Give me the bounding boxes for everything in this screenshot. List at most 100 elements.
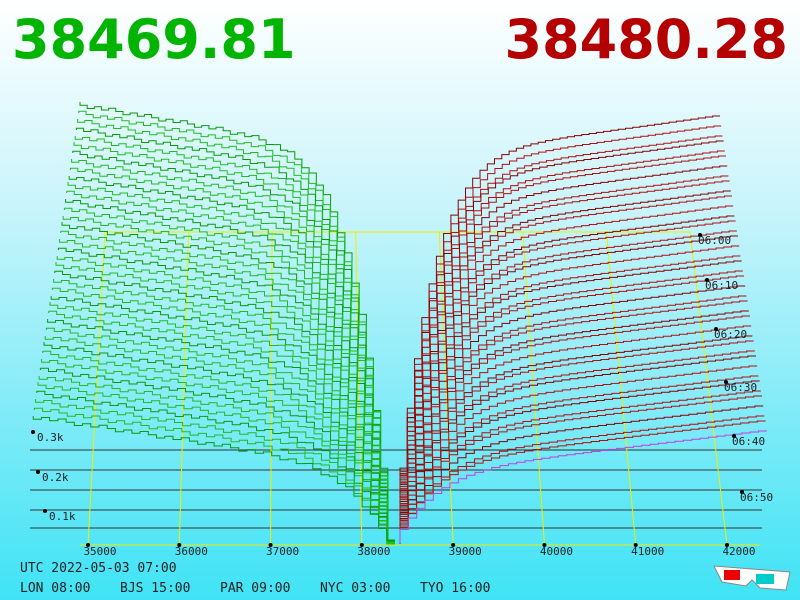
- price-tick: [268, 543, 273, 547]
- ask-stair: [399, 325, 752, 542]
- ask-stair: [399, 395, 762, 540]
- bid-stair: [38, 376, 395, 541]
- bid-stair: [60, 230, 395, 542]
- bid-price: 38469.81: [12, 8, 296, 71]
- bid-stair: [78, 110, 395, 542]
- ask-stair: [399, 315, 750, 540]
- bid-stair: [63, 207, 395, 543]
- price-label: 35000: [83, 545, 116, 558]
- depth-tick: [43, 509, 47, 513]
- price-tick: [633, 543, 638, 547]
- time-tick: [714, 327, 718, 331]
- price-tick: [177, 543, 182, 547]
- ask-stair: [399, 180, 730, 541]
- time-label: 06:50: [740, 491, 773, 504]
- bid-stair: [43, 342, 395, 544]
- ask-stair: [399, 285, 746, 542]
- ask-stair: [399, 115, 720, 540]
- grid-line: [438, 231, 454, 546]
- price-tick: [86, 543, 90, 547]
- depth-tick: [36, 470, 40, 474]
- bid-stair: [45, 327, 395, 543]
- ask-stair: [399, 195, 732, 540]
- labels: 35000 36000 37000 38000 39000 40000 41000 42000…: [20, 233, 773, 596]
- ask-stair: [399, 415, 765, 544]
- bid-stair: [66, 190, 395, 542]
- ask-stair: [399, 155, 726, 540]
- ask-stair: [399, 365, 758, 542]
- ask-stair: [399, 275, 744, 540]
- grid-line: [270, 231, 273, 546]
- zone-time: PAR 09:00: [220, 581, 290, 596]
- bid-stair: [61, 222, 395, 544]
- bid-stair: [65, 199, 395, 545]
- ask-stair: [399, 300, 748, 541]
- ask-stair: [399, 390, 761, 543]
- price-label: 37000: [266, 545, 299, 558]
- ask-stair: [399, 205, 734, 542]
- bid-stair: [49, 302, 395, 544]
- order-book: [32, 102, 767, 545]
- glasses-icon: [713, 565, 791, 591]
- ask-stair: [399, 220, 736, 541]
- price-tick: [725, 543, 729, 547]
- time-label: 06:20: [714, 328, 747, 341]
- ask-stair: [399, 235, 738, 540]
- bid-stair: [47, 319, 395, 545]
- grid-line: [87, 231, 106, 546]
- bid-stair: [48, 310, 395, 542]
- grid-line: [689, 231, 728, 546]
- bid-stair: [62, 216, 395, 541]
- bid-stair: [37, 382, 395, 544]
- zone-time: NYC 03:00: [320, 581, 390, 596]
- ask-stair: [399, 125, 722, 542]
- price-label: 36000: [175, 545, 208, 558]
- ask-stair: [399, 430, 767, 543]
- utc-time: UTC 2022-05-03 07:00: [20, 561, 177, 576]
- price-tick: [542, 543, 547, 547]
- bid-stair: [79, 102, 395, 544]
- ask-stair: [399, 165, 728, 542]
- time-tick: [705, 278, 709, 282]
- time-tick: [698, 233, 702, 237]
- ask-stair: [399, 340, 754, 541]
- time-label: 06:30: [724, 381, 757, 394]
- bid-stair: [41, 359, 395, 545]
- bid-stair: [71, 159, 395, 545]
- price-label: 41000: [631, 545, 664, 558]
- time-tick: [724, 380, 728, 384]
- price-label: 39000: [449, 545, 482, 558]
- ask-stair: [399, 140, 724, 541]
- bid-stair: [56, 256, 395, 541]
- ask-stair: [399, 260, 742, 541]
- floor-grid: [30, 231, 762, 546]
- time-tick: [732, 434, 736, 438]
- bid-stair: [36, 390, 395, 542]
- bid-stair: [32, 416, 395, 541]
- bid-stair: [44, 336, 395, 541]
- depth-tick: [31, 430, 35, 434]
- ask-stair: [399, 405, 764, 542]
- bid-stair: [73, 142, 395, 544]
- zone-time: BJS 15:00: [120, 581, 190, 596]
- bid-stair: [57, 247, 395, 543]
- bid-stair: [68, 176, 395, 541]
- time-label: 06:10: [705, 279, 738, 292]
- ask-stair: [399, 350, 755, 543]
- bid-stair: [69, 167, 395, 543]
- bid-stair: [72, 150, 395, 542]
- bid-stair: [35, 399, 395, 545]
- bid-stair: [55, 262, 395, 544]
- bid-stair: [42, 350, 395, 542]
- bid-stair: [77, 119, 395, 545]
- bid-stair: [54, 270, 395, 542]
- ask-stair: [399, 355, 756, 540]
- price-label: 42000: [722, 545, 755, 558]
- depth-label: 0.2k: [42, 471, 69, 484]
- zone-time: LON 08:00: [20, 581, 90, 596]
- time-tick: [740, 490, 744, 494]
- depth-label: 0.1k: [49, 510, 76, 523]
- bid-stair: [33, 407, 395, 543]
- time-label: 06:40: [732, 435, 765, 448]
